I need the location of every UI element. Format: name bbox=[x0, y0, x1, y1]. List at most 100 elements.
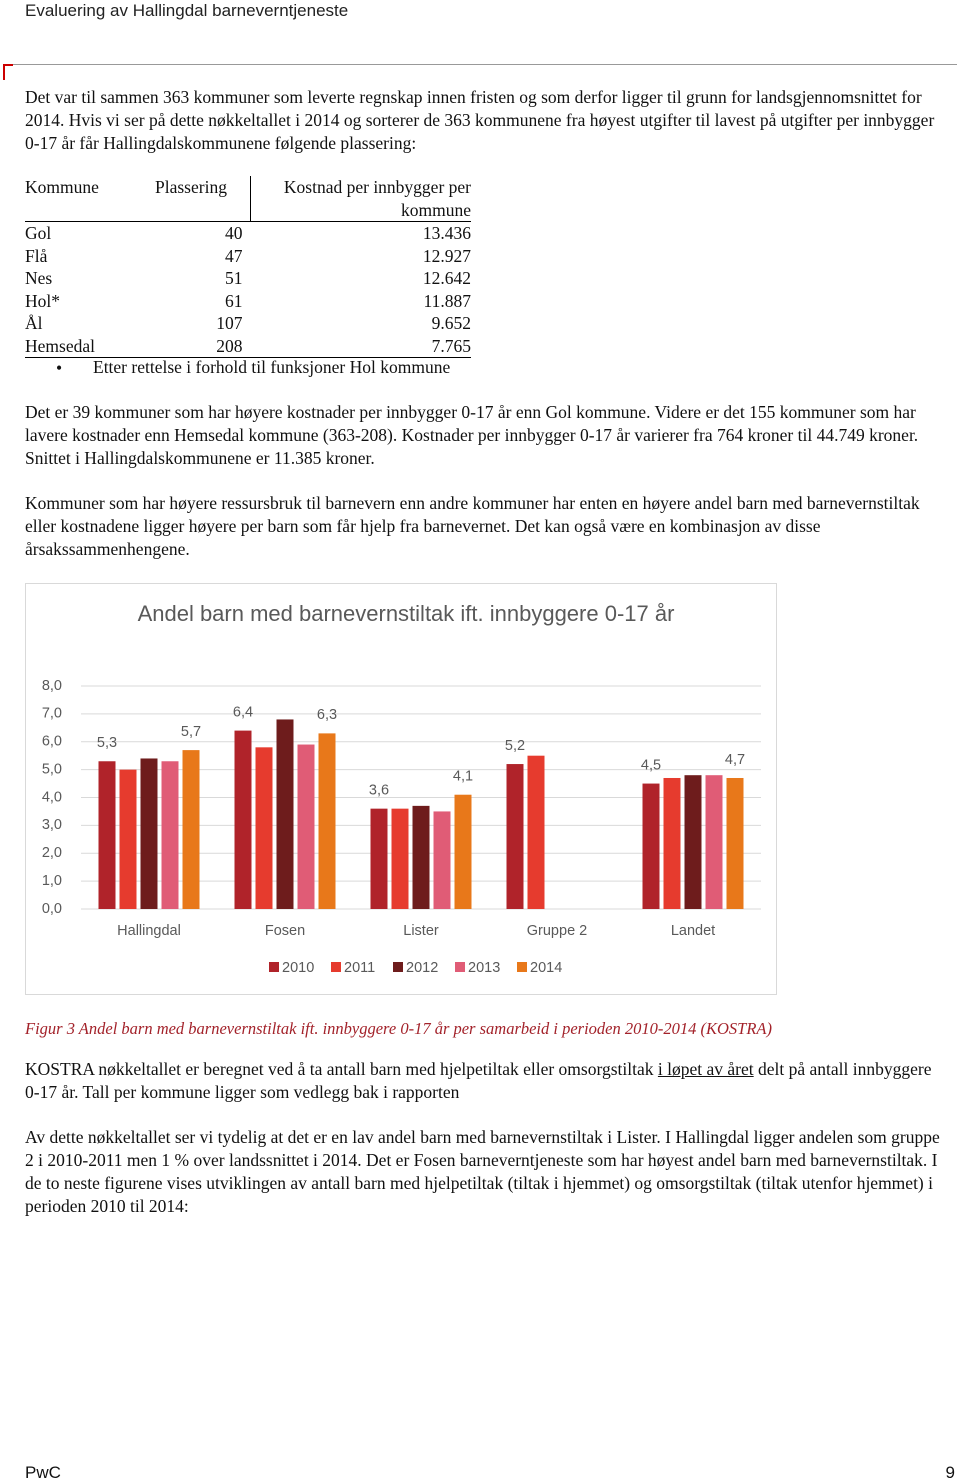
bar bbox=[255, 747, 273, 909]
legend-label: 2011 bbox=[344, 960, 375, 976]
bar bbox=[182, 750, 200, 909]
bar bbox=[119, 769, 137, 909]
table-cell: 51 bbox=[225, 268, 243, 288]
legend-label: 2014 bbox=[530, 960, 562, 976]
table-row: Gol 40 13.436 bbox=[25, 222, 471, 245]
table-note: Etter rettelse i forhold til funksjoner … bbox=[93, 357, 451, 377]
legend-label: 2010 bbox=[282, 960, 314, 976]
table-row: Hol* 61 11.887 bbox=[25, 290, 471, 313]
table-row: Ål 107 9.652 bbox=[25, 312, 471, 335]
paragraph: Kommuner som har høyere ressursbruk til … bbox=[25, 493, 920, 559]
bar bbox=[370, 808, 388, 909]
paragraph: KOSTRA nøkkeltallet er beregnet ved å ta… bbox=[25, 1058, 950, 1104]
legend-swatch bbox=[269, 962, 279, 972]
chart-title: Andel barn med barnevernstiltak ift. inn… bbox=[137, 601, 675, 626]
x-tick-label: Landet bbox=[671, 923, 715, 939]
y-tick-label: 1,0 bbox=[42, 873, 62, 889]
bar bbox=[297, 744, 315, 909]
table-row: Nes 51 12.642 bbox=[25, 267, 471, 290]
table-cell: Nes bbox=[25, 268, 53, 288]
paragraph: Av dette nøkkeltallet ser vi tydelig at … bbox=[25, 1127, 940, 1216]
x-tick-label: Hallingdal bbox=[117, 923, 181, 939]
data-label: 5,7 bbox=[181, 724, 201, 740]
cost-table: Kommune Plassering Kostnad per innbygger… bbox=[25, 176, 471, 358]
paragraph: Det er 39 kommuner som har høyere kostna… bbox=[25, 402, 919, 468]
bar bbox=[433, 811, 451, 909]
table-cell: Gol bbox=[25, 223, 52, 243]
table-cell: 12.927 bbox=[422, 245, 471, 266]
data-label: 4,5 bbox=[641, 757, 661, 773]
table-cell: 61 bbox=[225, 290, 243, 311]
footer-left: PwC bbox=[25, 1463, 61, 1482]
table-cell: 13.436 bbox=[422, 223, 471, 243]
bar bbox=[642, 783, 660, 909]
header-title: Evaluering av Hallingdal barneverntjenes… bbox=[25, 1, 349, 20]
data-label: 3,6 bbox=[369, 782, 389, 798]
table-cell: Hemsedal bbox=[25, 334, 150, 358]
bar bbox=[234, 730, 252, 909]
figure-caption: Figur 3 Andel barn med barnevernstiltak … bbox=[25, 1019, 772, 1038]
table-cell: Flå bbox=[25, 245, 48, 266]
table-row: Flå 47 12.927 bbox=[25, 245, 471, 268]
legend-swatch bbox=[455, 962, 465, 972]
header-rule bbox=[3, 64, 957, 65]
x-tick-label: Lister bbox=[403, 923, 439, 939]
legend-label: 2013 bbox=[468, 960, 500, 976]
table-header: Kommune bbox=[25, 176, 150, 222]
data-label: 6,3 bbox=[317, 707, 337, 723]
bar bbox=[726, 777, 744, 909]
y-tick-label: 0,0 bbox=[42, 901, 62, 917]
y-tick-label: 7,0 bbox=[42, 706, 62, 722]
data-label: 5,2 bbox=[505, 738, 525, 754]
x-tick-label: Fosen bbox=[265, 923, 305, 939]
bar bbox=[161, 761, 179, 909]
bar bbox=[705, 775, 723, 909]
table-cell: 40 bbox=[225, 223, 243, 243]
bar bbox=[506, 764, 524, 909]
table-cell: 12.642 bbox=[422, 268, 471, 288]
legend-swatch bbox=[331, 962, 341, 972]
data-label: 5,3 bbox=[97, 735, 117, 751]
table-cell: 208 bbox=[150, 334, 251, 358]
table-header: Plassering bbox=[150, 176, 251, 222]
text: delt på antall innbyggere 0-17 år. Tall … bbox=[25, 1059, 932, 1102]
header-mark bbox=[3, 64, 13, 66]
y-tick-label: 8,0 bbox=[42, 678, 62, 694]
bar bbox=[454, 794, 472, 909]
bar bbox=[684, 775, 702, 909]
legend-swatch bbox=[393, 962, 403, 972]
table-cell: Hol* bbox=[25, 290, 60, 311]
data-label: 4,7 bbox=[725, 752, 745, 768]
page-number: 9 bbox=[945, 1463, 955, 1482]
y-tick-label: 4,0 bbox=[42, 789, 62, 805]
table-row: Hemsedal 208 7.765 bbox=[25, 334, 471, 358]
bar bbox=[140, 758, 158, 909]
table-cell: 7.765 bbox=[250, 334, 471, 358]
bar bbox=[527, 755, 545, 909]
y-tick-label: 3,0 bbox=[42, 817, 62, 833]
bar bbox=[98, 761, 116, 909]
header-mark bbox=[3, 64, 5, 80]
bar bbox=[276, 719, 294, 909]
bar bbox=[663, 777, 681, 909]
y-tick-label: 5,0 bbox=[42, 761, 62, 777]
table-cell: 107 bbox=[216, 313, 243, 333]
chart-frame: Andel barn med barnevernstiltak ift. inn… bbox=[25, 583, 777, 995]
paragraph: Det var til sammen 363 kommuner som leve… bbox=[25, 87, 935, 153]
x-tick-label: Gruppe 2 bbox=[527, 923, 587, 939]
bar bbox=[318, 733, 336, 909]
data-label: 4,1 bbox=[453, 769, 473, 785]
bar bbox=[391, 808, 409, 909]
chart: 0,0 1,0 2,0 3,0 4,0 5,0 6,0 7,0 8,0 Hallingdal 5,3… bbox=[42, 678, 761, 976]
table-cell: 47 bbox=[225, 245, 243, 266]
y-tick-label: 6,0 bbox=[42, 734, 62, 750]
legend-swatch bbox=[517, 962, 527, 972]
table-cell: 11.887 bbox=[423, 290, 471, 311]
underlined-text: i løpet av året bbox=[657, 1059, 754, 1079]
table-cell: Ål bbox=[25, 313, 43, 333]
text: KOSTRA nøkkeltallet er beregnet ved å ta… bbox=[25, 1059, 658, 1079]
data-label: 6,4 bbox=[233, 704, 253, 720]
legend-label: 2012 bbox=[406, 960, 438, 976]
bar bbox=[412, 805, 430, 909]
